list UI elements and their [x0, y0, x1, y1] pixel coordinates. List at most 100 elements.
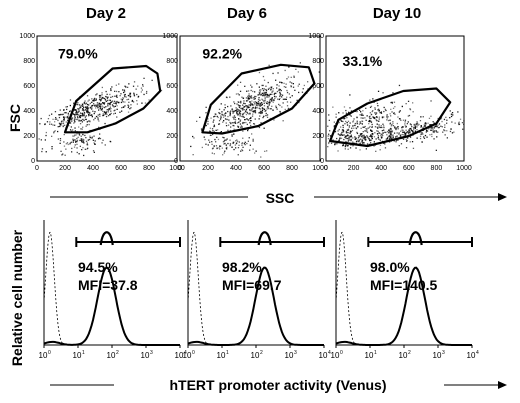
hist-tick-label: 10: [141, 351, 150, 360]
scatter-y-tick-label: 600: [166, 83, 178, 90]
hist-tick-exponent: 4: [184, 350, 187, 356]
histogram-panel-2: 98.2%MFI=69.710 0 10 1 10 2 10 3 10 4: [183, 220, 331, 360]
day-title-1: Day 2: [86, 5, 126, 22]
hist-tick-exponent: 4: [328, 350, 331, 356]
scatter-x-tick-label: 600: [403, 165, 415, 172]
scatter-y-tick-label: 600: [312, 83, 324, 90]
scatter-x-tick-label: 0: [324, 165, 328, 172]
scatter-x-tick-label: 1000: [169, 165, 185, 172]
scatter-x-tick-label: 0: [35, 165, 39, 172]
scatter-events: [327, 84, 465, 152]
hist-tick-exponent: 2: [116, 350, 119, 356]
hist-tick-exponent: 0: [192, 350, 195, 356]
scatter-x-tick-label: 800: [286, 165, 298, 172]
scatter-x-label: SSC: [266, 190, 295, 206]
peak-marker: [99, 231, 114, 246]
scatter-x-tick-label: 800: [143, 165, 155, 172]
hist-x-axis-arrowhead: [498, 381, 507, 389]
scatter-x-tick-label: 200: [59, 165, 71, 172]
hist-tick-label: 10: [73, 351, 82, 360]
scatter-x-tick-label: 400: [375, 165, 387, 172]
scatter-frame: [179, 35, 321, 162]
sample-histogram: [43, 266, 180, 346]
hist-tick-exponent: 2: [408, 350, 411, 356]
hist-tick-exponent: 0: [340, 350, 343, 356]
scatter-x-tick-label: 200: [202, 165, 214, 172]
hist-tick-label: 10: [251, 351, 260, 360]
mfi-value: MFI=140.5: [370, 277, 438, 293]
mfi-value: MFI=69.7: [222, 277, 282, 293]
hist-tick-exponent: 1: [226, 350, 229, 356]
scatter-x-tick-label: 1000: [312, 165, 328, 172]
hist-tick-label: 10: [467, 351, 476, 360]
panels: 79.0%00200200400400600600800800100010009…: [19, 33, 479, 360]
scatter-x-tick-label: 400: [230, 165, 242, 172]
control-histogram: [187, 231, 236, 346]
peak-marker: [408, 231, 423, 246]
scatter-x-axis-arrowhead: [498, 193, 507, 201]
control-histogram: [335, 231, 384, 346]
scatter-y-tick-label: 800: [166, 58, 178, 65]
hist-tick-label: 10: [183, 351, 192, 360]
scatter-y-tick-label: 1000: [308, 33, 324, 40]
hist-tick-label: 10: [39, 351, 48, 360]
positive-percent: 98.2%: [222, 259, 262, 275]
scatter-y-tick-label: 200: [23, 133, 35, 140]
hist-tick-label: 10: [365, 351, 374, 360]
scatter-frame: [36, 35, 178, 162]
hist-tick-exponent: 3: [150, 350, 153, 356]
hist-tick-exponent: 3: [294, 350, 297, 356]
positive-percent: 98.0%: [370, 259, 410, 275]
gate-percent: 79.0%: [58, 46, 98, 62]
scatter-gate: [329, 87, 452, 148]
scatter-gate: [201, 63, 316, 135]
scatter-y-tick-label: 1000: [19, 33, 35, 40]
control-histogram: [43, 231, 92, 346]
scatter-y-tick-label: 400: [312, 108, 324, 115]
hist-x-label: hTERT promoter activity (Venus): [169, 377, 386, 393]
hist-y-label: Relative cell number: [9, 229, 25, 366]
scatter-events: [38, 77, 163, 157]
scatter-y-tick-label: 1000: [162, 33, 178, 40]
hist-tick-exponent: 2: [260, 350, 263, 356]
scatter-x-tick-label: 1000: [456, 165, 472, 172]
scatter-x-tick-label: 600: [258, 165, 270, 172]
day-title-3: Day 10: [373, 5, 421, 22]
hist-tick-exponent: 1: [82, 350, 85, 356]
histogram-panel-1: 94.5%MFI=37.810 0 10 1 10 2 10 3 10 4: [39, 220, 187, 360]
scatter-x-tick-label: 800: [431, 165, 443, 172]
scatter-x-tick-label: 400: [87, 165, 99, 172]
scatter-y-tick-label: 0: [320, 158, 324, 165]
scatter-y-tick-label: 200: [312, 133, 324, 140]
scatter-y-label: FSC: [7, 104, 23, 132]
hist-tick-label: 10: [107, 351, 116, 360]
hist-tick-label: 10: [399, 351, 408, 360]
hist-tick-label: 10: [331, 351, 340, 360]
hist-tick-label: 10: [217, 351, 226, 360]
mfi-value: MFI=37.8: [78, 277, 138, 293]
gate-percent: 33.1%: [343, 53, 383, 69]
scatter-y-tick-label: 400: [166, 108, 178, 115]
positive-percent: 94.5%: [78, 259, 118, 275]
histogram-panel-3: 98.0%MFI=140.510 0 10 1 10 2 10 3 10 4: [331, 220, 479, 360]
hist-tick-label: 10: [433, 351, 442, 360]
scatter-x-tick-label: 0: [178, 165, 182, 172]
hist-tick-exponent: 3: [442, 350, 445, 356]
scatter-y-tick-label: 200: [166, 133, 178, 140]
hist-tick-label: 10: [285, 351, 294, 360]
scatter-panel-3: 33.1% 00 200 200 400 400 600 600 800 800 1000 1000: [308, 33, 471, 172]
scatter-events: [190, 62, 320, 158]
scatter-y-tick-label: 800: [23, 58, 35, 65]
hist-tick-exponent: 0: [48, 350, 51, 356]
scatter-x-tick-label: 600: [115, 165, 127, 172]
scatter-gate: [63, 64, 162, 134]
hist-tick-label: 10: [319, 351, 328, 360]
day-title-2: Day 6: [227, 5, 267, 22]
scatter-y-tick-label: 0: [31, 158, 35, 165]
sample-histogram: [335, 266, 472, 346]
scatter-y-tick-label: 600: [23, 83, 35, 90]
hist-tick-exponent: 4: [476, 350, 479, 356]
